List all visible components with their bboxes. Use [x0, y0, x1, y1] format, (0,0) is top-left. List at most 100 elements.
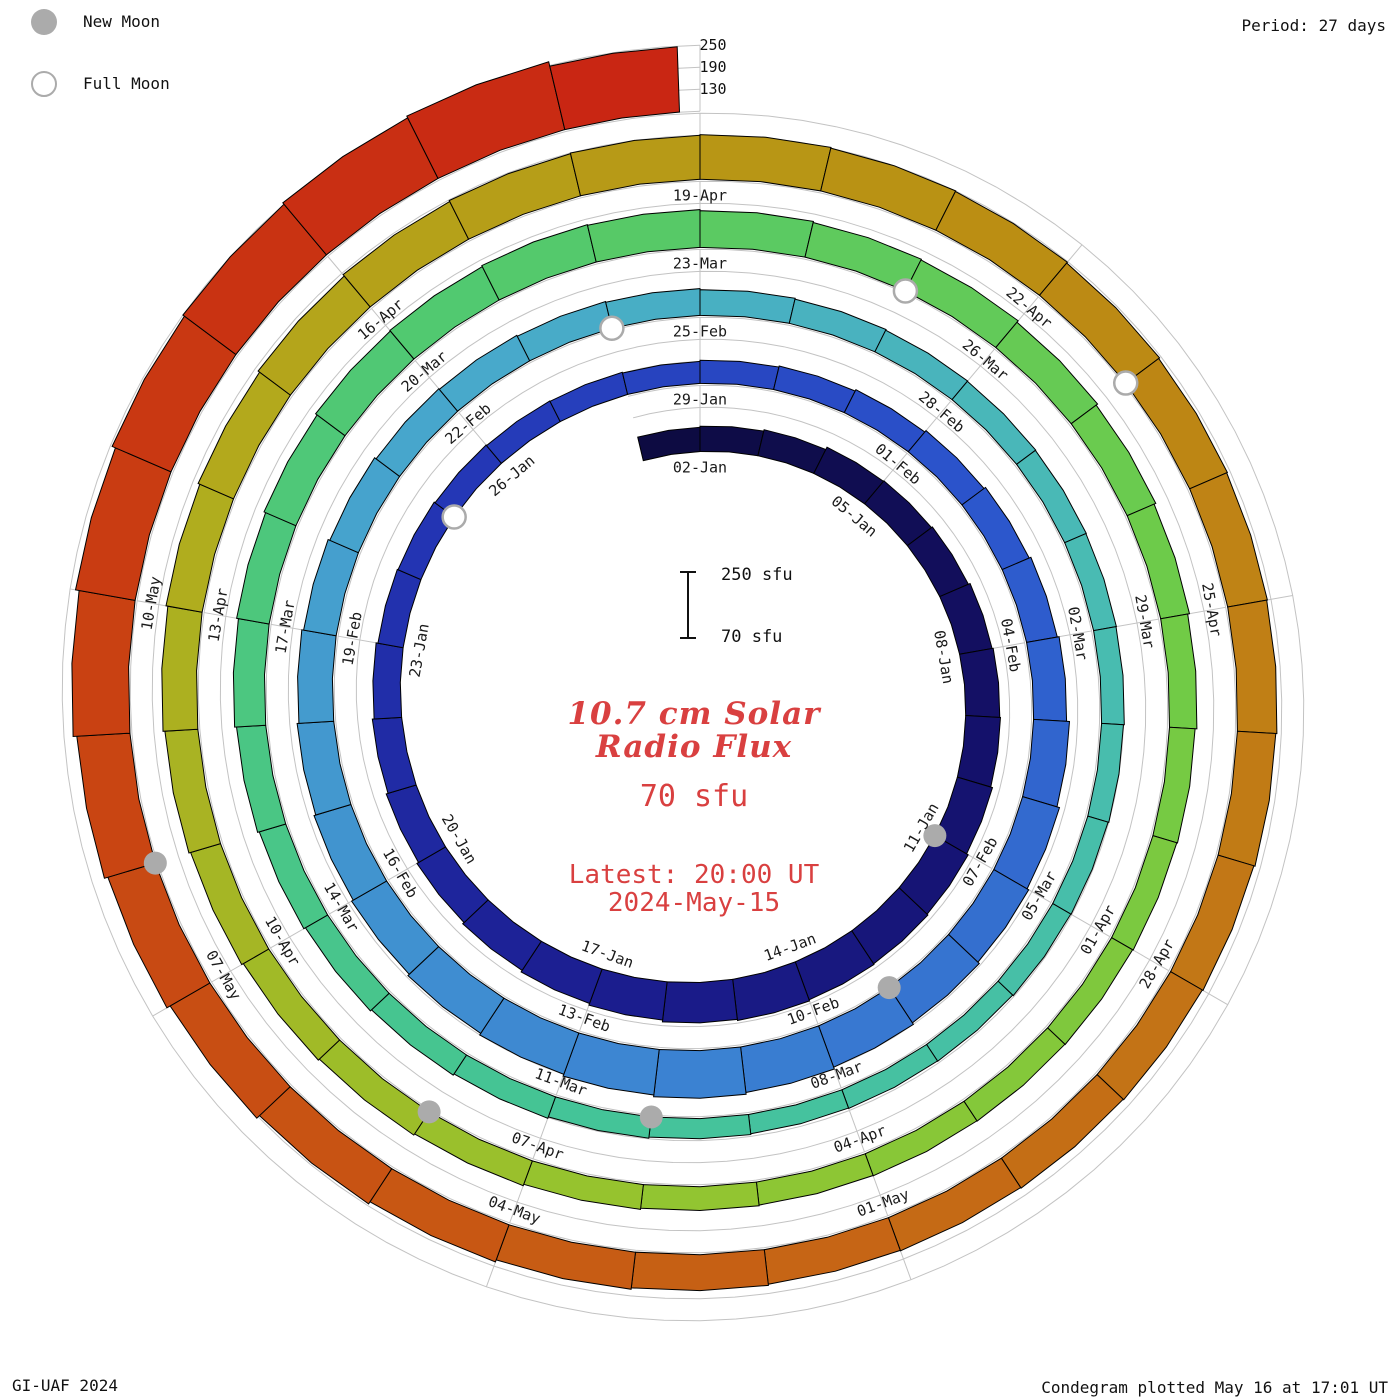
grid-spiral-190: [83, 66, 1283, 1300]
flux-bar-day-75: [232, 618, 270, 728]
flux-bar-day-110: [820, 147, 957, 231]
flux-bar-day-121: [763, 1217, 901, 1285]
chart-title-line2: Radio Flux: [595, 729, 793, 766]
flux-bar-day-41: [653, 1046, 747, 1099]
flux-bar-day-118: [1096, 971, 1204, 1101]
flux-bar-day-77: [263, 414, 346, 527]
flux-bar-day-112: [1038, 262, 1161, 384]
flux-bar-day-61: [1093, 626, 1125, 726]
flux-bar-day-45: [350, 880, 440, 976]
flux-bar-day-74: [235, 724, 287, 834]
flux-bar-day-46: [313, 803, 388, 901]
scalebar-top-label: 250 sfu: [721, 565, 793, 585]
flux-bar-day-42: [562, 1032, 660, 1096]
flux-bar-day-127: [107, 862, 211, 1009]
date-label-08-Jan: 08-Jan: [930, 629, 957, 685]
flux-bar-day-44: [407, 945, 505, 1035]
flux-bar-day-119: [1000, 1073, 1124, 1189]
flux-bar-day-24: [434, 444, 503, 518]
flux-bar-day-35: [1022, 718, 1071, 808]
flux-bar-day-135: [549, 46, 681, 131]
flux-bar-day-111: [935, 190, 1069, 296]
flux-bar-day-88: [1160, 613, 1198, 730]
date-label-23-Jan: 23-Jan: [406, 622, 433, 678]
moon-markers: [143, 278, 1139, 1129]
flux-bar-day-87: [1126, 503, 1191, 620]
flux-bar-day-89: [1152, 726, 1196, 844]
flux-bar-day-1: [699, 425, 765, 457]
full-moon-marker: [441, 504, 467, 530]
new-moon-icon: [31, 9, 57, 35]
latest-time-label: Latest: 20:00 UT: [568, 860, 820, 890]
flux-bar-day-96: [523, 1160, 644, 1210]
radial-scale-250: 250: [699, 36, 727, 54]
flux-bar-day-81: [586, 209, 701, 263]
latest-date-label: 2024-May-15: [607, 888, 781, 918]
flux-bar-day-22: [377, 568, 422, 649]
flux-bar-day-20: [371, 716, 417, 795]
flux-bar-day-116: [1217, 730, 1277, 867]
flux-bar-day-32: [961, 486, 1030, 571]
flux-bar-day-55: [699, 289, 796, 324]
date-label-17-Mar: 17-Mar: [272, 599, 299, 655]
flux-bar-day-123: [495, 1224, 637, 1290]
date-label-29-Jan: 29-Jan: [673, 391, 727, 409]
flux-bar-day-51: [375, 387, 459, 478]
flux-bar-day-113: [1125, 357, 1229, 490]
legend-new-moon-label: New Moon: [83, 12, 161, 32]
credit-label: GI-UAF 2024: [12, 1376, 118, 1395]
flux-bar-day-49: [303, 538, 360, 637]
flux-bar-day-68: [648, 1113, 752, 1140]
flux-bar-day-122: [630, 1249, 769, 1292]
flux-scale-bar: [680, 571, 696, 639]
flux-bar-day-43: [478, 997, 580, 1075]
flux-bar-day-15: [588, 968, 668, 1021]
flux-bars: [71, 46, 1278, 1292]
flux-bar-day-94: [755, 1153, 874, 1206]
flux-bar-day-26: [549, 371, 629, 423]
radial-scale-190: 190: [699, 58, 727, 76]
flux-bar-day-86: [1070, 404, 1157, 517]
date-label-23-Mar: 23-Mar: [673, 255, 727, 273]
flux-bar-day-53: [516, 300, 613, 362]
current-flux-value: 70 sfu: [639, 779, 749, 814]
date-label-02-Jan: 02-Jan: [673, 459, 727, 477]
flux-bar-day-95: [640, 1181, 760, 1212]
new-moon-marker: [877, 976, 901, 1000]
flux-bar-day-48: [297, 629, 337, 724]
flux-bar-day-64: [997, 902, 1072, 997]
flux-bar-day-2: [757, 429, 827, 475]
grid-spiral-250: [61, 44, 1305, 1322]
full-moon-marker: [1112, 370, 1139, 396]
flux-bar-day-34: [1026, 636, 1068, 722]
date-label-19-Feb: 19-Feb: [339, 610, 366, 666]
scalebar-bottom-label: 70 sfu: [721, 627, 783, 647]
flux-bar-day-0: [637, 426, 701, 462]
new-moon-marker: [417, 1100, 441, 1124]
flux-bar-day-23: [397, 501, 455, 581]
flux-bar-day-16: [520, 940, 603, 1005]
new-moon-marker: [639, 1105, 663, 1129]
legend-full-moon-label: Full Moon: [83, 74, 170, 94]
flux-bar-day-101: [164, 728, 222, 854]
flux-bar-day-134: [406, 61, 566, 180]
plotted-timestamp: Condegram plotted May 16 at 17:01 UT: [1041, 1378, 1388, 1397]
flux-bar-day-59: [1015, 449, 1087, 544]
flux-bar-day-47: [296, 720, 352, 816]
period-label: Period: 27 days: [1241, 16, 1387, 35]
full-moon-icon: [31, 71, 57, 97]
flux-bar-day-128: [76, 732, 156, 879]
flux-bar-day-21: [372, 642, 404, 720]
radial-scale-130: 130: [699, 80, 727, 98]
flux-bar-day-56: [788, 298, 887, 353]
flux-bar-day-57: [874, 329, 969, 401]
flux-bar-day-29: [773, 365, 856, 414]
flux-bar-day-82: [699, 210, 815, 258]
flux-bar-day-92: [963, 1027, 1066, 1122]
date-label-25-Feb: 25-Feb: [673, 323, 727, 341]
date-label-10-May: 10-May: [138, 575, 165, 631]
flux-bar-day-80: [481, 223, 597, 301]
flux-bar-day-19: [385, 784, 447, 864]
